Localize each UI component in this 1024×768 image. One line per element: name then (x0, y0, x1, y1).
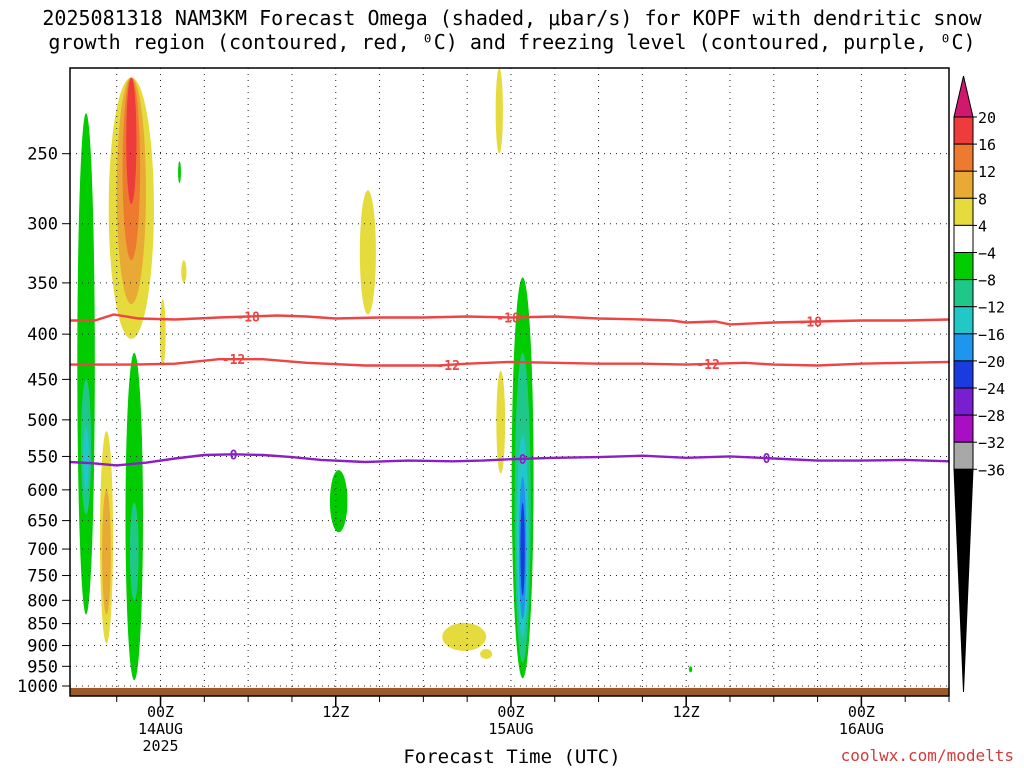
colorbar-label: −12 (978, 299, 1005, 317)
x-tick-label: 00Z (497, 703, 524, 721)
omega-cell (329, 470, 348, 533)
contour-label: -12 (222, 353, 245, 368)
x-tick-date: 16AUG (839, 720, 884, 738)
colorbar-segment (953, 116, 974, 145)
temperature-contours: -18 -18 -18 -12 -12 -12 0 0 0 (70, 310, 949, 468)
site-credit[interactable]: coolwx.com/modelts (840, 746, 1014, 765)
x-tick-date: 14AUG (138, 720, 183, 738)
colorbar-segment (953, 170, 974, 199)
colorbar-label: 20 (978, 109, 996, 127)
omega-cell (496, 370, 506, 474)
omega-cell (83, 427, 89, 490)
colorbar-segment (953, 387, 974, 416)
contour-label: 0 (230, 448, 238, 463)
colorbar-top-arrow (953, 75, 974, 118)
omega-cell (688, 666, 693, 673)
colorbar-segment (953, 143, 974, 172)
y-tick-label: 950 (27, 657, 58, 677)
chart-title-line-2: growth region (contoured, red, ⁰C) and f… (48, 30, 976, 54)
colorbar-segment (953, 414, 974, 443)
colorbar-segment (953, 333, 974, 362)
y-tick-label: 750 (27, 567, 58, 587)
y-tick-label: 800 (27, 591, 58, 611)
y-tick-label: 500 (27, 411, 58, 431)
omega-cell (359, 190, 376, 315)
colorbar-bottom-arrow (953, 468, 974, 693)
colorbar-label: −20 (978, 353, 1005, 371)
y-tick-label: 700 (27, 540, 58, 560)
omega-cell (159, 298, 166, 367)
y-tick-label: 850 (27, 615, 58, 635)
colorbar-label: −16 (978, 326, 1005, 344)
colorbar-label: 4 (978, 217, 987, 235)
x-tick-date: 15AUG (488, 720, 533, 738)
contour-label: -12 (696, 358, 719, 373)
omega-cell (480, 648, 493, 659)
omega-cell (178, 161, 181, 184)
omega-cell (181, 260, 187, 283)
colorbar-segment (953, 252, 974, 281)
chart-title-line-1: 2025081318 NAM3KM Forecast Omega (shaded… (42, 6, 982, 30)
contour-label: -18 (236, 310, 260, 325)
plot-area (70, 68, 949, 696)
x-tick-label: 12Z (673, 703, 700, 721)
contour-label: -18 (799, 316, 823, 331)
contour-label: 0 (519, 453, 527, 468)
colorbar-segment (953, 306, 974, 335)
plot-frame (69, 67, 950, 697)
y-tick-label: 650 (27, 512, 58, 532)
pressure-axis: 2503003504004505005506006507007508008509… (17, 145, 70, 697)
omega-cell (126, 77, 137, 204)
colorbar-label: 8 (978, 190, 987, 208)
y-tick-label: 600 (27, 481, 58, 501)
x-axis-label: Forecast Time (UTC) (403, 746, 621, 768)
contour-line--18 (70, 313, 949, 326)
contour-line-0 (70, 453, 949, 467)
grid-lines (70, 68, 949, 696)
omega-cell (129, 502, 139, 601)
y-tick-label: 450 (27, 370, 58, 390)
colorbar-label: −32 (978, 434, 1005, 452)
y-tick-label: 900 (27, 637, 58, 657)
colorbar-segment (953, 197, 974, 226)
omega-cell (520, 502, 525, 596)
contour-label: 0 (763, 452, 771, 467)
contour-label: -18 (496, 311, 520, 326)
colorbar: 20 16 12 8 4 −4 −8 −12 −16 −20 −24 −28 −32 −36 (953, 75, 1005, 693)
y-tick-label: 250 (27, 145, 58, 165)
colorbar-label: 16 (978, 136, 996, 154)
omega-cell (102, 489, 111, 615)
colorbar-label: −4 (978, 245, 996, 263)
colorbar-label: 12 (978, 163, 996, 181)
x-tick-year: 2025 (142, 737, 178, 755)
y-tick-label: 550 (27, 447, 58, 467)
colorbar-segment (953, 360, 974, 389)
contour-label: -12 (436, 359, 459, 374)
contour-line--12 (70, 358, 949, 367)
chart-title: 2025081318 NAM3KM Forecast Omega (shaded… (0, 6, 1024, 54)
terrain-fill (70, 687, 949, 696)
y-tick-label: 350 (27, 274, 58, 294)
x-tick-label: 12Z (322, 703, 349, 721)
colorbar-label: −8 (978, 272, 996, 290)
x-tick-label: 00Z (848, 703, 875, 721)
colorbar-label: −28 (978, 407, 1005, 425)
colorbar-segment (953, 441, 974, 470)
colorbar-segment (953, 279, 974, 308)
x-tick-label: 00Z (147, 703, 174, 721)
terrain (70, 687, 949, 696)
omega-cell (495, 68, 503, 154)
colorbar-segment (953, 224, 974, 253)
omega-shading (77, 68, 693, 681)
y-tick-label: 400 (27, 325, 58, 345)
y-tick-label: 300 (27, 215, 58, 235)
colorbar-label: −24 (978, 380, 1005, 398)
y-tick-label: 1000 (17, 677, 58, 697)
colorbar-label: −36 (978, 461, 1005, 479)
omega-cell (442, 622, 487, 651)
